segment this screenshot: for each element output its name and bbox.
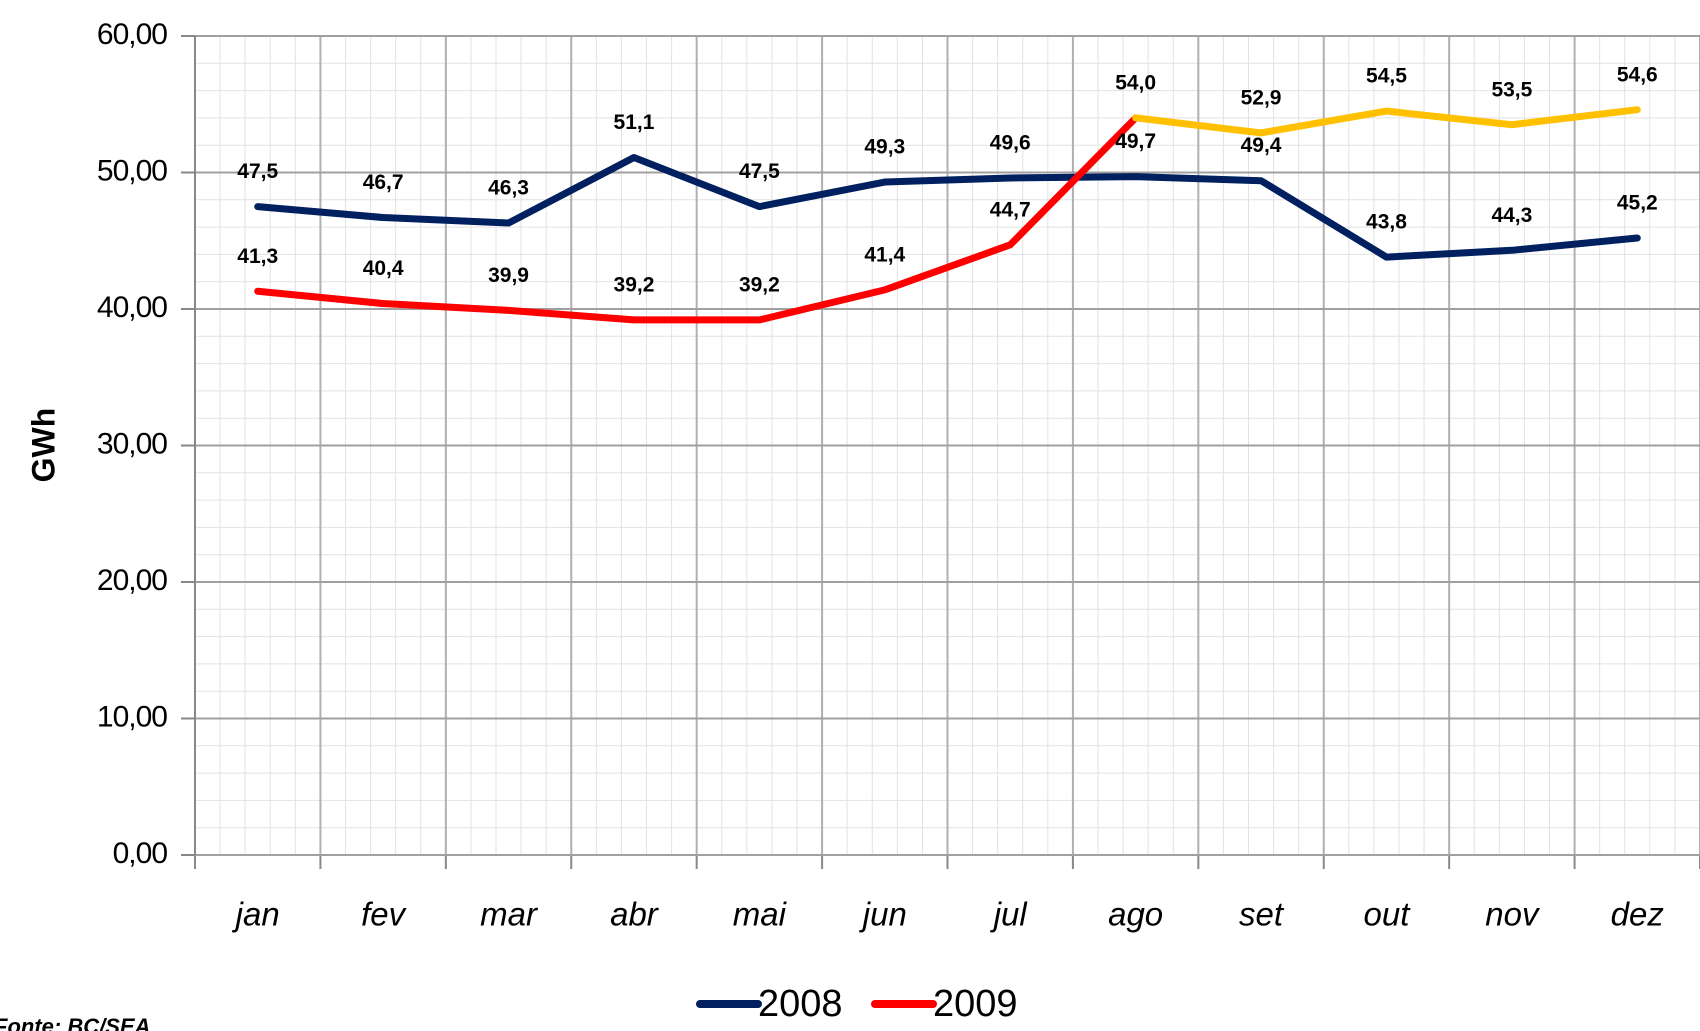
data-label: 54,5	[1366, 65, 1407, 88]
data-label: 53,5	[1491, 78, 1532, 101]
data-label: 44,7	[990, 198, 1031, 221]
data-label: 45,2	[1617, 192, 1658, 215]
x-tick-label: jul	[990, 896, 1029, 933]
data-label: 40,4	[363, 257, 404, 280]
data-label: 49,3	[864, 136, 905, 159]
data-label: 54,0	[1115, 71, 1156, 94]
data-label: 41,4	[864, 243, 905, 266]
x-tick-label: abr	[610, 896, 660, 933]
data-label: 49,4	[1241, 134, 1282, 157]
x-tick-label: mar	[480, 896, 539, 933]
data-label: 46,7	[363, 171, 404, 194]
x-tick-label: ago	[1108, 896, 1163, 933]
y-tick-label: 30,00	[97, 427, 167, 460]
series-line	[254, 153, 1641, 261]
legend-label: 2008	[758, 983, 843, 1025]
y-tick-label: 10,00	[97, 700, 167, 733]
x-tick-label: dez	[1611, 896, 1665, 933]
legend-label: 2009	[933, 983, 1018, 1025]
data-label: 43,8	[1366, 211, 1407, 234]
x-tick-label: out	[1364, 896, 1412, 933]
data-label: 46,3	[488, 177, 529, 200]
series-line	[1132, 106, 1641, 137]
data-label: 49,6	[990, 132, 1031, 155]
y-tick-label: 60,00	[97, 18, 167, 51]
y-tick-label: 20,00	[97, 564, 167, 597]
x-tick-label: mai	[733, 896, 788, 933]
x-tick-label: fev	[361, 896, 408, 933]
y-tick-label: 0,00	[113, 837, 168, 870]
x-tick-label: jun	[859, 896, 907, 933]
data-label: 47,5	[237, 160, 278, 183]
y-axis-label: GWh	[25, 408, 61, 483]
data-label: 51,1	[614, 111, 655, 134]
data-label: 52,9	[1241, 86, 1282, 109]
data-label: 41,3	[237, 245, 278, 268]
data-label: 47,5	[739, 160, 780, 183]
y-tick-label: 40,00	[97, 291, 167, 324]
data-label: 54,6	[1617, 63, 1658, 86]
data-label: 39,2	[739, 273, 780, 296]
x-tick-label: set	[1239, 896, 1285, 933]
y-tick-label: 50,00	[97, 154, 167, 187]
data-label: 39,9	[488, 264, 529, 287]
data-label: 49,7	[1115, 130, 1156, 153]
source-note: Fonte: BC/SEA	[0, 1014, 150, 1031]
x-tick-label: jan	[232, 896, 280, 933]
data-label: 44,3	[1491, 204, 1532, 227]
data-label: 39,2	[614, 273, 655, 296]
x-tick-label: nov	[1485, 896, 1541, 933]
series-line	[254, 114, 1140, 324]
